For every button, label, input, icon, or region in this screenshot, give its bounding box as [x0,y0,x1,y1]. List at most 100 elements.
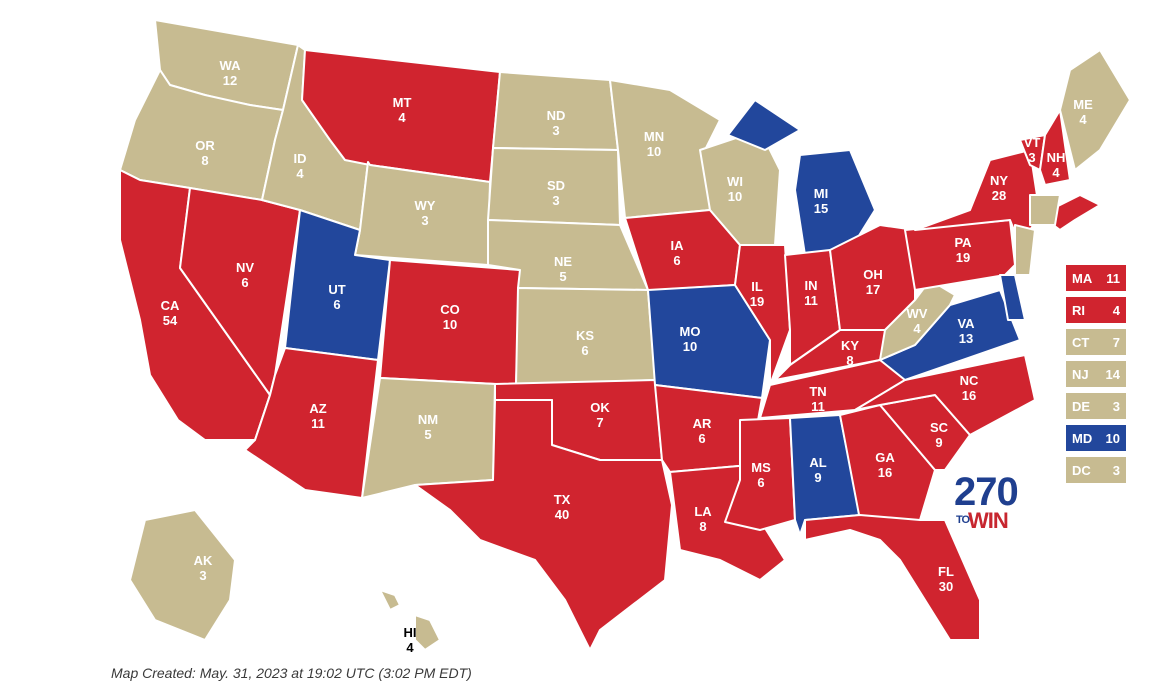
state-nh[interactable] [1039,109,1071,186]
state-abbr: OH [863,267,883,282]
state-electoral-votes: 6 [698,431,705,446]
state-abbr: VT [1024,135,1041,150]
state-label-wv: WV 4 [907,306,928,336]
state-mo[interactable] [647,284,771,399]
state-electoral-votes: 30 [939,579,953,594]
state-abbr: AL [809,455,826,470]
small-state-box-ct[interactable]: CT 7 [1066,329,1126,355]
small-state-electoral-votes: 3 [1112,398,1120,414]
state-abbr: OK [590,400,610,415]
small-state-abbr: RI [1072,302,1085,318]
state-electoral-votes: 3 [421,213,428,228]
state-abbr: IA [671,238,685,253]
small-state-abbr: NJ [1072,366,1089,382]
state-label-al: AL 9 [809,455,826,485]
state-abbr: SC [930,420,949,435]
state-wv[interactable] [879,279,956,361]
state-abbr: WA [220,58,242,73]
state-me[interactable] [1059,49,1131,171]
state-ny[interactable] [914,149,1041,246]
state-abbr: ME [1073,97,1093,112]
state-label-sc: SC 9 [930,420,949,450]
connecticut-shape[interactable] [1029,194,1061,226]
state-tx[interactable] [414,399,673,651]
small-state-box-ri[interactable]: RI 4 [1066,297,1126,323]
state-ca[interactable] [119,169,271,441]
state-abbr: NC [960,373,979,388]
state-label-or: OR 8 [195,138,215,168]
small-state-abbr: MD [1072,430,1093,446]
state-label-wa: WA 12 [220,58,242,88]
state-abbr: AR [693,416,712,431]
state-abbr: NE [554,254,572,269]
state-label-ut: UT 6 [328,282,345,312]
state-abbr: AK [194,553,213,568]
state-label-mn: MN 10 [644,129,664,159]
small-state-box-ma[interactable]: MA 11 [1066,265,1126,291]
state-ak[interactable] [129,509,236,641]
state-electoral-votes: 4 [1052,165,1060,180]
state-electoral-votes: 10 [647,144,661,159]
small-state-box-dc[interactable]: DC 3 [1066,457,1126,483]
small-state-box-de[interactable]: DE 3 [1066,393,1126,419]
small-state-box-md[interactable]: MD 10 [1066,425,1126,451]
state-electoral-votes: 8 [846,353,853,368]
state-label-co: CO 10 [440,302,460,332]
small-state-box-nj[interactable]: NJ 14 [1066,361,1126,387]
state-abbr: KS [576,328,594,343]
state-abbr: IN [805,278,818,293]
state-electoral-votes: 16 [878,465,892,480]
map-created-timestamp: Map Created: May. 31, 2023 at 19:02 UTC … [111,665,472,681]
state-abbr: WI [727,174,743,189]
small-state-abbr: DE [1072,398,1091,414]
state-abbr: WY [415,198,436,213]
270towin-logo: 270 TO WIN [954,470,1019,533]
small-state-electoral-votes: 7 [1112,334,1120,350]
state-abbr: TN [809,384,826,399]
state-abbr: ND [547,108,566,123]
state-electoral-votes: 4 [1079,112,1087,127]
state-nc[interactable] [854,354,1036,436]
state-label-pa: PA 19 [954,235,972,265]
state-electoral-votes: 8 [699,519,706,534]
state-electoral-votes: 12 [223,73,237,88]
state-label-vt: VT 3 [1024,135,1041,165]
state-label-va: VA 13 [957,316,975,346]
state-label-nh: NH 4 [1047,150,1066,180]
state-label-tx: TX 40 [554,492,571,522]
state-label-ky: KY 8 [841,338,859,368]
state-electoral-votes: 7 [596,415,603,430]
state-label-nm: NM 5 [418,412,438,442]
state-abbr: CO [440,302,460,317]
state-label-ok: OK 7 [590,400,610,430]
small-state-abbr: DC [1072,462,1091,478]
state-electoral-votes: 8 [201,153,208,168]
state-abbr: MN [644,129,664,144]
state-electoral-votes: 10 [683,339,697,354]
state-electoral-votes: 16 [962,388,976,403]
small-state-electoral-votes: 14 [1105,366,1120,382]
state-az[interactable] [244,347,379,499]
state-electoral-votes: 5 [559,269,566,284]
state-label-ca: CA 54 [161,298,180,328]
state-abbr: MO [680,324,701,339]
state-label-fl: FL 30 [938,564,954,594]
state-label-az: AZ 11 [309,401,326,431]
state-label-mt: MT 4 [393,95,412,125]
state-label-ny: NY 28 [990,173,1008,203]
new-jersey-shape[interactable] [1014,224,1036,276]
state-label-tn: TN 11 [809,384,826,414]
maryland-shape[interactable] [999,274,1026,321]
small-state-abbr: MA [1072,270,1093,286]
state-abbr: NV [236,260,254,275]
state-fl[interactable] [804,514,981,641]
state-abbr: HI [404,625,417,640]
state-hi[interactable] [379,589,441,651]
state-electoral-votes: 4 [296,166,304,181]
state-electoral-votes: 13 [959,331,973,346]
state-abbr: IL [751,279,763,294]
state-electoral-votes: 10 [443,317,457,332]
state-abbr: AZ [309,401,326,416]
state-label-oh: OH 17 [863,267,883,297]
